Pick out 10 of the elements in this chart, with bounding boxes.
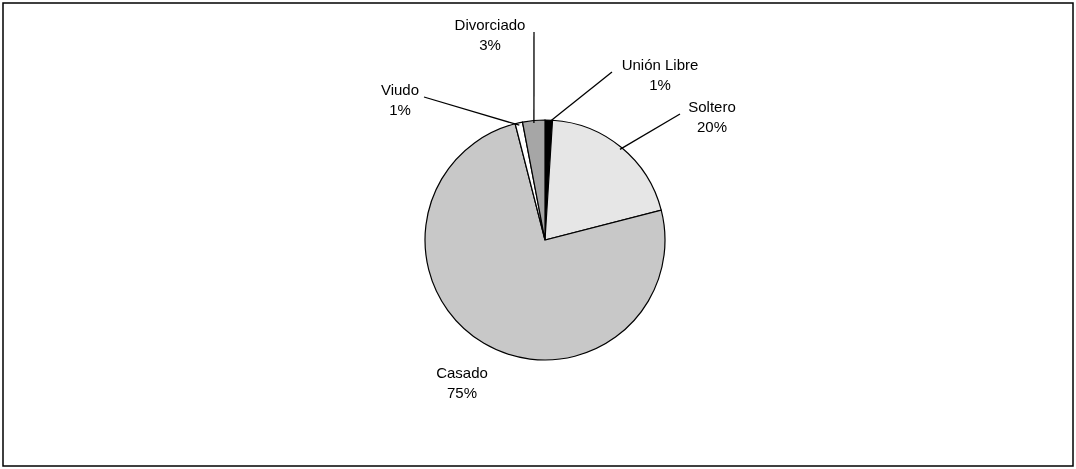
data-label: 20%: [696, 118, 728, 135]
data-label: 3%: [479, 36, 501, 53]
data-label: 1%: [389, 101, 411, 118]
slice-label: Soltero: [688, 98, 736, 115]
data-label: 75%: [446, 384, 478, 401]
data-label: 1%: [649, 76, 671, 93]
slice-label: Divorciado: [454, 16, 526, 33]
slice-label: Unión Libre: [621, 56, 699, 73]
slice-label: Casado: [436, 364, 488, 381]
slice-label: Viudo: [380, 81, 420, 98]
